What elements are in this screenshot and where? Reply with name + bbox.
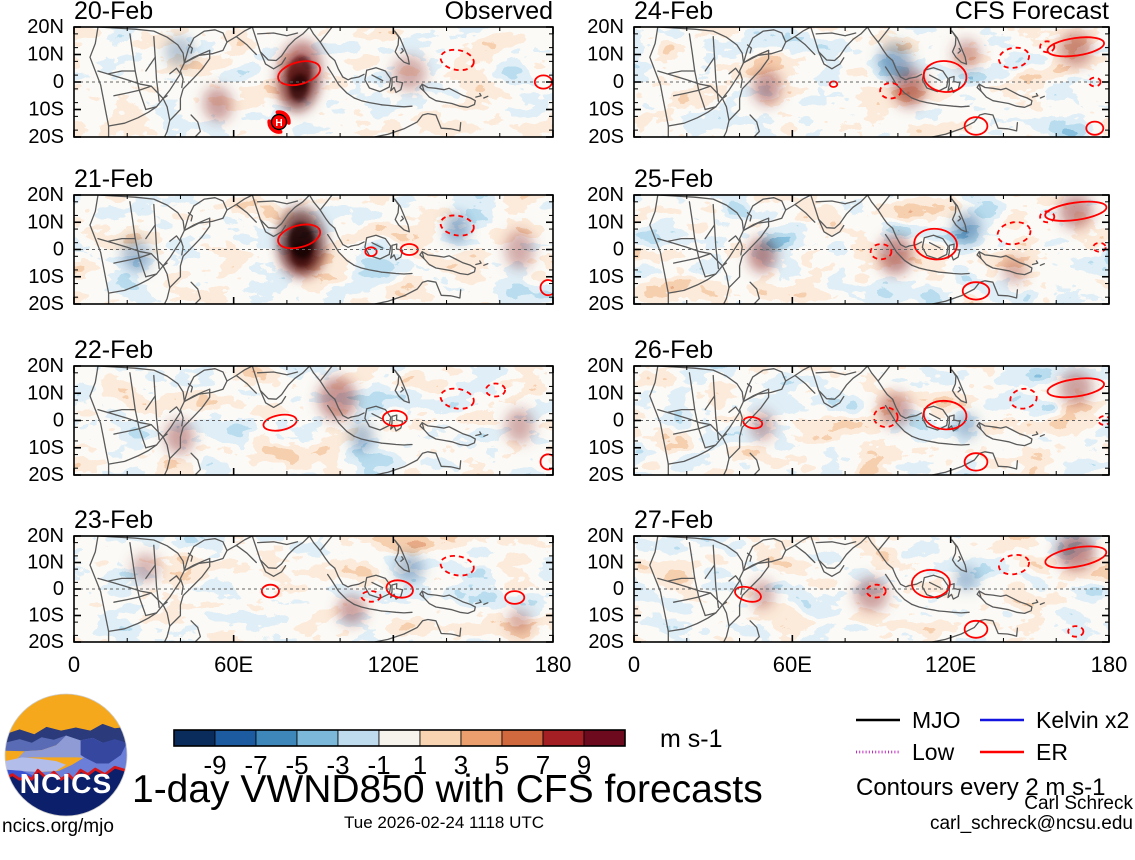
svg-text:0: 0 bbox=[628, 652, 640, 677]
svg-text:CFS Forecast: CFS Forecast bbox=[955, 0, 1109, 25]
svg-text:180: 180 bbox=[1091, 652, 1128, 677]
svg-text:carl_schreck@ncsu.edu: carl_schreck@ncsu.edu bbox=[930, 813, 1133, 834]
svg-text:MJO: MJO bbox=[912, 707, 961, 733]
svg-text:20N: 20N bbox=[27, 355, 64, 377]
svg-text:0: 0 bbox=[68, 652, 80, 677]
svg-text:10N: 10N bbox=[27, 552, 64, 574]
svg-text:0: 0 bbox=[53, 578, 64, 600]
svg-text:20N: 20N bbox=[27, 16, 64, 38]
svg-text:ER: ER bbox=[1036, 739, 1068, 765]
svg-text:Observed: Observed bbox=[445, 0, 553, 25]
svg-text:10S: 10S bbox=[28, 605, 64, 627]
svg-text:27-Feb: 27-Feb bbox=[634, 506, 713, 534]
svg-text:ncics.org/mjo: ncics.org/mjo bbox=[2, 816, 114, 837]
svg-text:10N: 10N bbox=[587, 211, 624, 233]
svg-text:0: 0 bbox=[53, 239, 64, 261]
svg-text:22-Feb: 22-Feb bbox=[74, 336, 153, 364]
svg-text:120E: 120E bbox=[925, 652, 976, 677]
svg-text:10N: 10N bbox=[587, 382, 624, 404]
svg-text:20S: 20S bbox=[588, 464, 624, 486]
svg-text:10S: 10S bbox=[588, 437, 624, 459]
svg-text:10N: 10N bbox=[27, 211, 64, 233]
svg-text:Kelvin x2: Kelvin x2 bbox=[1036, 707, 1129, 733]
svg-text:20-Feb: 20-Feb bbox=[74, 0, 153, 25]
svg-text:H: H bbox=[275, 118, 282, 129]
svg-text:0: 0 bbox=[53, 71, 64, 93]
svg-text:0: 0 bbox=[613, 410, 624, 432]
svg-text:1-day VWND850 with CFS forecas: 1-day VWND850 with CFS forecasts bbox=[132, 768, 763, 811]
svg-text:10N: 10N bbox=[587, 44, 624, 66]
svg-text:0: 0 bbox=[613, 239, 624, 261]
svg-text:20S: 20S bbox=[588, 126, 624, 148]
svg-text:m s-1: m s-1 bbox=[660, 725, 723, 753]
svg-text:10S: 10S bbox=[588, 605, 624, 627]
svg-text:60E: 60E bbox=[773, 652, 812, 677]
svg-text:60E: 60E bbox=[214, 652, 253, 677]
svg-text:20S: 20S bbox=[28, 631, 64, 653]
svg-text:20N: 20N bbox=[587, 16, 624, 38]
svg-text:0: 0 bbox=[53, 410, 64, 432]
svg-text:0: 0 bbox=[613, 71, 624, 93]
svg-text:Low: Low bbox=[912, 739, 955, 765]
svg-text:10S: 10S bbox=[588, 99, 624, 121]
svg-text:20N: 20N bbox=[587, 525, 624, 547]
svg-text:20S: 20S bbox=[28, 293, 64, 315]
svg-text:20N: 20N bbox=[587, 184, 624, 206]
svg-text:Tue 2026-02-24 1118 UTC: Tue 2026-02-24 1118 UTC bbox=[344, 813, 544, 832]
svg-text:20N: 20N bbox=[27, 184, 64, 206]
svg-text:20S: 20S bbox=[28, 126, 64, 148]
svg-text:20N: 20N bbox=[27, 525, 64, 547]
svg-text:10S: 10S bbox=[28, 437, 64, 459]
svg-text:0: 0 bbox=[613, 578, 624, 600]
svg-text:10N: 10N bbox=[27, 382, 64, 404]
svg-text:24-Feb: 24-Feb bbox=[634, 0, 713, 25]
svg-text:21-Feb: 21-Feb bbox=[74, 165, 153, 193]
svg-text:10N: 10N bbox=[27, 44, 64, 66]
svg-text:10S: 10S bbox=[588, 266, 624, 288]
svg-text:26-Feb: 26-Feb bbox=[634, 336, 713, 364]
svg-text:20S: 20S bbox=[588, 293, 624, 315]
svg-text:25-Feb: 25-Feb bbox=[634, 165, 713, 193]
svg-text:120E: 120E bbox=[368, 652, 419, 677]
svg-text:20N: 20N bbox=[587, 355, 624, 377]
svg-text:NCICS: NCICS bbox=[20, 768, 112, 799]
svg-text:10N: 10N bbox=[587, 552, 624, 574]
svg-text:Carl Schreck: Carl Schreck bbox=[1024, 793, 1133, 814]
svg-text:10S: 10S bbox=[28, 266, 64, 288]
svg-text:23-Feb: 23-Feb bbox=[74, 506, 153, 534]
svg-text:20S: 20S bbox=[588, 631, 624, 653]
svg-text:180: 180 bbox=[535, 652, 572, 677]
svg-text:10S: 10S bbox=[28, 99, 64, 121]
svg-text:20S: 20S bbox=[28, 464, 64, 486]
